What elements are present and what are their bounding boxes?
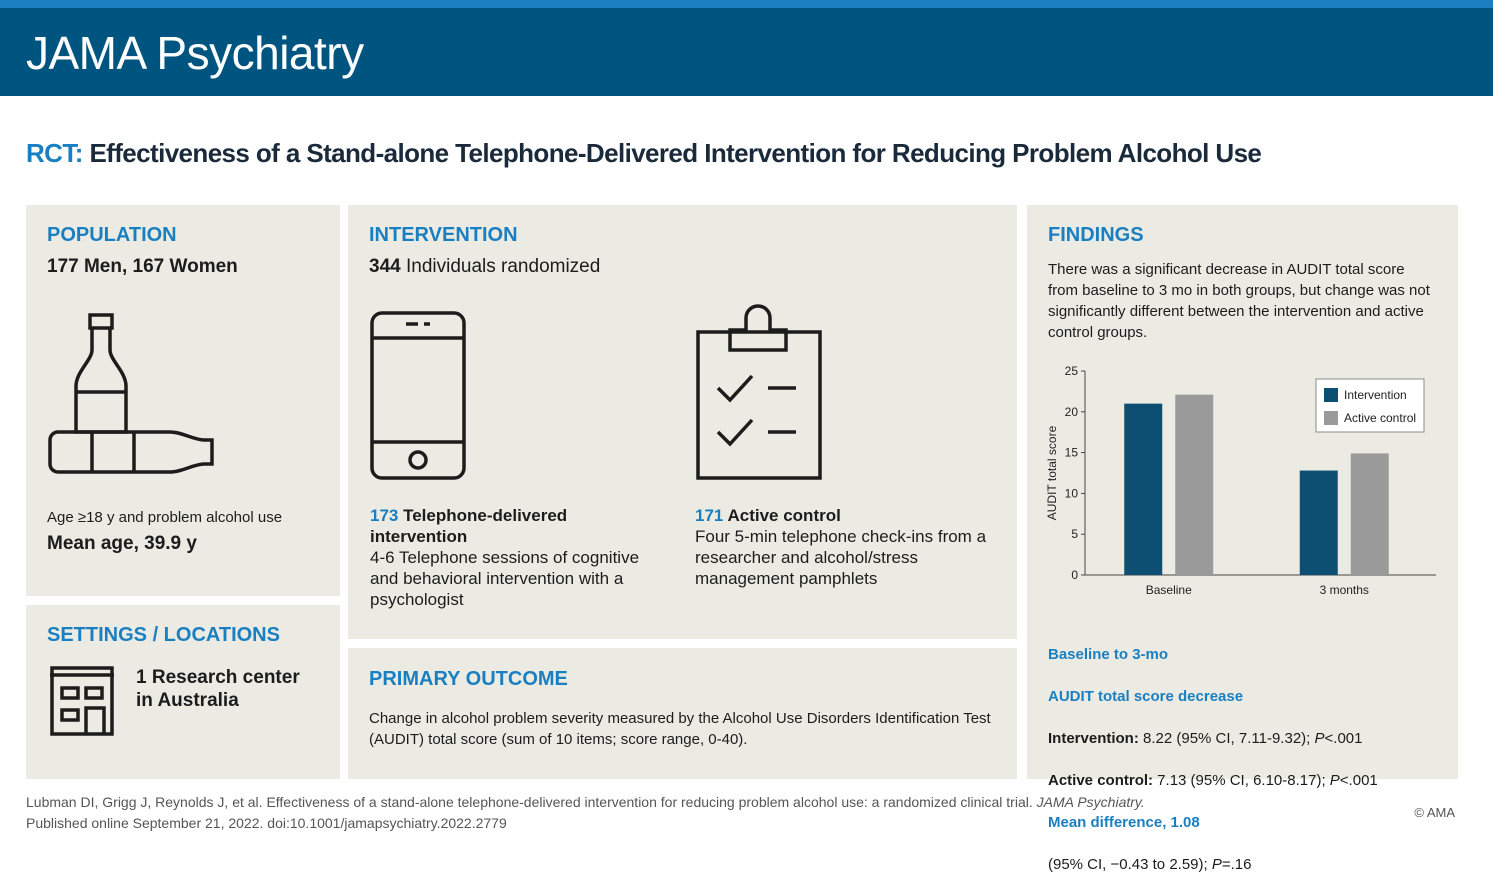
arm-n: 173 (370, 506, 399, 525)
row-text: (95% CI, −0.43 to 2.59); (1048, 856, 1212, 873)
journal: JAMA Psychiatry. (1036, 794, 1145, 810)
summary-heading: AUDIT total score decrease (1048, 688, 1244, 705)
population-panel (26, 205, 340, 596)
count-text: Individuals randomized (400, 256, 601, 277)
bar (1175, 394, 1214, 575)
row-pval: <.001 (1324, 730, 1363, 747)
row-pval: =.16 (1221, 856, 1252, 873)
window (60, 686, 80, 700)
y-tick-label: 25 (1065, 364, 1079, 378)
count-number: 344 (369, 256, 401, 277)
header-title: JAMA Psychiatry (26, 27, 364, 79)
row-p: P (1211, 856, 1222, 873)
footer-citation: Lubman DI, Grigg J, Reynolds J, et al. E… (26, 792, 1145, 834)
y-tick-label: 5 (1071, 527, 1078, 541)
top-stripe (0, 0, 1493, 8)
legend-label: Intervention (1344, 388, 1407, 402)
heading-prefix: RCT: (26, 138, 83, 168)
citation: Lubman DI, Grigg J, Reynolds J, et al. E… (26, 794, 1037, 810)
x-tick-label: 3 months (1320, 583, 1369, 597)
row-p: P (1314, 730, 1325, 747)
findings-text: There was a significant decrease in AUDI… (1048, 261, 1430, 341)
population-mean: Mean age, 39.9 y (47, 533, 197, 554)
summary-row: Intervention: 8.22 (95% CI, 7.11-9.32); … (1048, 728, 1378, 749)
header-bar (0, 8, 1493, 96)
building-body (50, 666, 114, 736)
settings-line: 1 Research center (136, 667, 300, 688)
door (84, 706, 106, 734)
arm-label: Telephone-delivered intervention (370, 506, 572, 546)
outcome-text: Change in alcohol problem severity measu… (369, 710, 991, 748)
summary-row: Active control: 7.13 (95% CI, 6.10-8.17)… (1048, 770, 1378, 791)
checklist (716, 374, 796, 447)
x-tick-label: Baseline (1146, 583, 1192, 597)
row-pval: <.001 (1339, 772, 1378, 789)
intervention-count: 344 Individuals randomized (369, 256, 600, 278)
clipboard-body (696, 330, 822, 480)
bottle-icon (48, 313, 214, 474)
published: Published online September 21, 2022. doi… (26, 815, 507, 831)
arm-description: Four 5-min telephone check-ins from a re… (695, 527, 987, 588)
arm: 171 Active control Four 5-min telephone c… (695, 505, 995, 589)
bar (1124, 403, 1163, 575)
copyright: © AMA (1414, 805, 1455, 820)
arm: 173 Telephone-delivered intervention 4-6 … (370, 505, 660, 610)
section-title: SETTINGS / LOCATIONS (47, 624, 280, 646)
chart: 0 5 10 15 20 25 AUDIT total score Baseline 3 mon… (1045, 364, 1436, 597)
population-subtitle: 177 Men, 167 Women (47, 256, 238, 277)
summary-heading: Mean difference, 1.08 (1048, 814, 1200, 831)
legend-swatch (1324, 411, 1338, 425)
y-tick-label: 20 (1065, 405, 1079, 419)
window (60, 708, 80, 722)
settings-line: in Australia (136, 690, 239, 711)
section-title: INTERVENTION (369, 224, 518, 246)
row-p: P (1329, 772, 1340, 789)
arm-label: Active control (723, 506, 841, 525)
section-title: PRIMARY OUTCOME (369, 668, 568, 690)
icons (48, 304, 822, 736)
y-axis-label: AUDIT total score (1045, 425, 1059, 520)
section-title: POPULATION (47, 224, 177, 246)
clipboard-icon (696, 304, 822, 480)
arm-n: 171 (695, 506, 724, 525)
bar (1350, 453, 1389, 575)
heading-title: Effectiveness of a Stand-alone Telephone… (89, 138, 1262, 168)
settings-text: 1 Research center in Australia (136, 666, 300, 712)
building-icon (50, 666, 114, 736)
heading: RCT: Effectiveness of a Stand-alone Tele… (26, 138, 1262, 169)
page: JAMA Psychiatry RCT: Effectiveness of a … (0, 0, 1493, 873)
summary-row: (95% CI, −0.43 to 2.59); P=.16 (1048, 854, 1378, 875)
findings-summary: Baseline to 3-mo AUDIT total score decre… (1048, 623, 1378, 896)
row-label: Active control: (1048, 772, 1154, 789)
phone-button (408, 450, 428, 470)
y-tick-label: 10 (1065, 486, 1079, 500)
section-title: FINDINGS (1048, 224, 1144, 246)
row-text: 7.13 (95% CI, 6.10-8.17); (1153, 772, 1330, 789)
window (84, 686, 104, 700)
phone-icon (370, 311, 466, 480)
row-label: Intervention: (1048, 730, 1139, 747)
row-text: 8.22 (95% CI, 7.11-9.32); (1138, 730, 1315, 747)
bottle-upright (74, 313, 128, 434)
clipboard-clip (728, 304, 788, 352)
bar (1299, 470, 1338, 575)
summary-heading: Baseline to 3-mo (1048, 646, 1169, 663)
population-note: Age ≥18 y and problem alcohol use (47, 509, 283, 526)
y-tick-label: 15 (1065, 446, 1079, 460)
outcome-panel (348, 648, 1017, 779)
phone-body (370, 311, 466, 480)
y-tick-label: 0 (1071, 568, 1078, 582)
phone-detail (372, 322, 464, 444)
legend-label: Active control (1344, 411, 1416, 425)
arm-description: 4-6 Telephone sessions of cognitive and … (370, 548, 640, 609)
intervention-panel (348, 205, 1017, 639)
bottle-lying (48, 430, 214, 474)
legend-swatch (1324, 388, 1338, 402)
